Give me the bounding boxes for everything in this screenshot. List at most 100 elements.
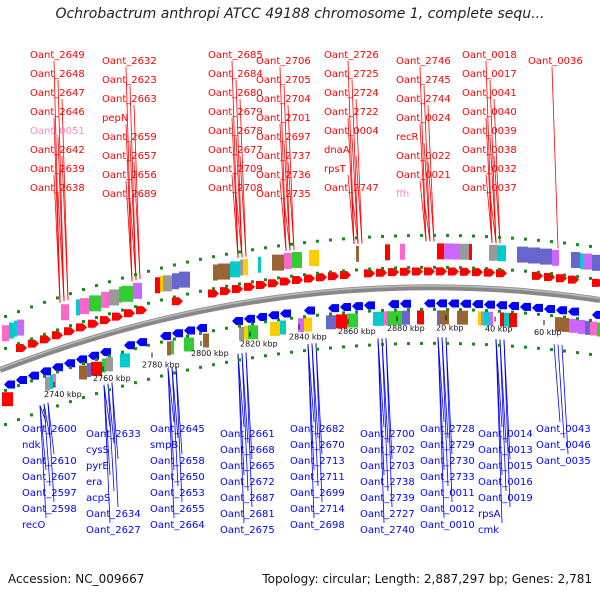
gene-label[interactable]: Oant_2623 bbox=[102, 75, 157, 86]
gene-label[interactable]: Oant_2597 bbox=[22, 488, 77, 499]
gene-label[interactable]: Oant_2702 bbox=[360, 445, 415, 456]
gene-label[interactable]: Oant_2706 bbox=[256, 56, 311, 67]
gene-label[interactable]: Oant_2647 bbox=[30, 88, 85, 99]
gene-label[interactable]: Oant_2664 bbox=[150, 520, 205, 531]
gene-label[interactable]: Oant_0046 bbox=[536, 440, 591, 451]
gene-label[interactable]: Oant_2745 bbox=[396, 75, 451, 86]
gene-label[interactable]: Oant_2632 bbox=[102, 56, 157, 67]
gene-label[interactable]: Oant_0024 bbox=[396, 113, 451, 124]
gene-label[interactable]: recO bbox=[22, 520, 46, 531]
gene-label[interactable]: Oant_2627 bbox=[86, 525, 141, 536]
gene-label[interactable]: Oant_2645 bbox=[150, 424, 205, 435]
gene-label[interactable]: Oant_0010 bbox=[420, 520, 475, 531]
gene-label[interactable]: Oant_2739 bbox=[360, 493, 415, 504]
gene-label[interactable]: Oant_2610 bbox=[22, 456, 77, 467]
gene-label[interactable]: Oant_2684 bbox=[208, 69, 263, 80]
gene-label[interactable]: Oant_0037 bbox=[462, 183, 517, 194]
gene-label[interactable]: acpS bbox=[86, 493, 110, 504]
gene-label[interactable]: cysS bbox=[86, 445, 109, 456]
gene-label[interactable]: Oant_0043 bbox=[536, 424, 591, 435]
gene-label[interactable]: pepN bbox=[102, 113, 128, 124]
gene-label[interactable]: Oant_2639 bbox=[30, 164, 85, 175]
gene-label[interactable]: Oant_2675 bbox=[220, 525, 275, 536]
gene-label[interactable]: Oant_0040 bbox=[462, 107, 517, 118]
gene-label[interactable]: Oant_2746 bbox=[396, 56, 451, 67]
gene-label[interactable]: Oant_2711 bbox=[290, 472, 345, 483]
gene-label[interactable]: Oant_2677 bbox=[208, 145, 263, 156]
gene-label[interactable]: rpsA bbox=[478, 509, 501, 520]
gene-label[interactable]: Oant_2704 bbox=[256, 94, 311, 105]
gene-label[interactable]: Oant_2638 bbox=[30, 183, 85, 194]
gene-label[interactable]: Oant_0018 bbox=[462, 50, 517, 61]
gene-label[interactable]: Oant_2740 bbox=[360, 525, 415, 536]
gene-label[interactable]: Oant_0038 bbox=[462, 145, 517, 156]
gene-label[interactable]: ndk bbox=[22, 440, 41, 451]
gene-label[interactable]: Oant_2698 bbox=[290, 520, 345, 531]
gene-label[interactable]: Oant_2600 bbox=[22, 424, 77, 435]
gene-label[interactable]: Oant_2728 bbox=[420, 424, 475, 435]
gene-label[interactable]: Oant_2700 bbox=[360, 429, 415, 440]
gene-label[interactable]: Oant_2679 bbox=[208, 107, 263, 118]
gene-label[interactable]: Oant_0032 bbox=[462, 164, 517, 175]
gene-label[interactable]: Oant_2598 bbox=[22, 504, 77, 515]
gene-label[interactable]: Oant_2722 bbox=[324, 107, 379, 118]
gene-label[interactable]: Oant_0019 bbox=[478, 493, 533, 504]
gene-label[interactable]: Oant_2685 bbox=[208, 50, 263, 61]
gene-label[interactable]: Oant_2729 bbox=[420, 440, 475, 451]
gene-label[interactable]: Oant_2658 bbox=[150, 456, 205, 467]
gene-label[interactable]: Oant_0013 bbox=[478, 445, 533, 456]
gene-label[interactable]: Oant_2663 bbox=[102, 94, 157, 105]
gene-label[interactable]: smpB bbox=[150, 440, 178, 451]
gene-label[interactable]: Oant_2701 bbox=[256, 113, 311, 124]
gene-label[interactable]: Oant_2747 bbox=[324, 183, 379, 194]
gene-label[interactable]: Oant_2737 bbox=[256, 151, 311, 162]
gene-label[interactable]: Oant_2733 bbox=[420, 472, 475, 483]
gene-label[interactable]: Oant_2659 bbox=[102, 132, 157, 143]
gene-label[interactable]: Oant_2633 bbox=[86, 429, 141, 440]
gene-label[interactable]: Oant_2680 bbox=[208, 88, 263, 99]
gene-label[interactable]: Oant_0041 bbox=[462, 88, 517, 99]
gene-label[interactable]: Oant_2649 bbox=[30, 50, 85, 61]
gene-label[interactable]: pyrE bbox=[86, 461, 109, 472]
gene-label[interactable]: Oant_2727 bbox=[360, 509, 415, 520]
gene-label[interactable]: Oant_2682 bbox=[290, 424, 345, 435]
gene-label[interactable]: Oant_0004 bbox=[324, 126, 379, 137]
gene-label[interactable]: Oant_0035 bbox=[536, 456, 591, 467]
gene-label[interactable]: Oant_2713 bbox=[290, 456, 345, 467]
gene-labels[interactable]: Oant_2649 Oant_2648 Oant_2647 Oant_2646 Oant… bbox=[22, 50, 591, 536]
gene-label[interactable]: rpsT bbox=[324, 164, 347, 175]
gene-label[interactable]: Oant_2634 bbox=[86, 509, 141, 520]
gene-label[interactable]: Oant_0017 bbox=[462, 69, 517, 80]
gene-label[interactable]: Oant_2709 bbox=[208, 164, 263, 175]
gene-label[interactable]: recR bbox=[396, 132, 419, 143]
gene-label[interactable]: Oant_0051 bbox=[30, 126, 85, 137]
gene-label[interactable]: Oant_2653 bbox=[150, 488, 205, 499]
gene-label[interactable]: Oant_2646 bbox=[30, 107, 85, 118]
gene-label[interactable]: Oant_0039 bbox=[462, 126, 517, 137]
gene-label[interactable]: Oant_0036 bbox=[528, 56, 583, 67]
gene-label[interactable]: Oant_2697 bbox=[256, 132, 311, 143]
gene-label[interactable]: Oant_2725 bbox=[324, 69, 379, 80]
gene-label[interactable]: Oant_2657 bbox=[102, 151, 157, 162]
gene-label[interactable]: Oant_2655 bbox=[150, 504, 205, 515]
gene-label[interactable]: Oant_2678 bbox=[208, 126, 263, 137]
gene-label[interactable]: Oant_2703 bbox=[360, 461, 415, 472]
gene-label[interactable]: Oant_2648 bbox=[30, 69, 85, 80]
gene-label[interactable]: era bbox=[86, 477, 102, 488]
gene-label[interactable]: Oant_2708 bbox=[208, 183, 263, 194]
gene-label[interactable]: Oant_0011 bbox=[420, 488, 475, 499]
gene-label[interactable]: Oant_2738 bbox=[360, 477, 415, 488]
gene-label[interactable]: ffh bbox=[396, 189, 409, 200]
gene-label[interactable]: Oant_2656 bbox=[102, 170, 157, 181]
gene-label[interactable]: Oant_2607 bbox=[22, 472, 77, 483]
gene-label[interactable]: dnaA bbox=[324, 145, 350, 156]
gene-label[interactable]: Oant_2668 bbox=[220, 445, 275, 456]
gene-label[interactable]: Oant_2736 bbox=[256, 170, 311, 181]
gene-label[interactable]: Oant_2642 bbox=[30, 145, 85, 156]
gene-label[interactable]: Oant_2724 bbox=[324, 88, 379, 99]
gene-label[interactable]: Oant_2681 bbox=[220, 509, 275, 520]
gene-label[interactable]: Oant_2726 bbox=[324, 50, 379, 61]
gene-label[interactable]: cmk bbox=[478, 525, 499, 536]
gene-label[interactable]: Oant_2665 bbox=[220, 461, 275, 472]
gene-label[interactable]: Oant_2689 bbox=[102, 189, 157, 200]
